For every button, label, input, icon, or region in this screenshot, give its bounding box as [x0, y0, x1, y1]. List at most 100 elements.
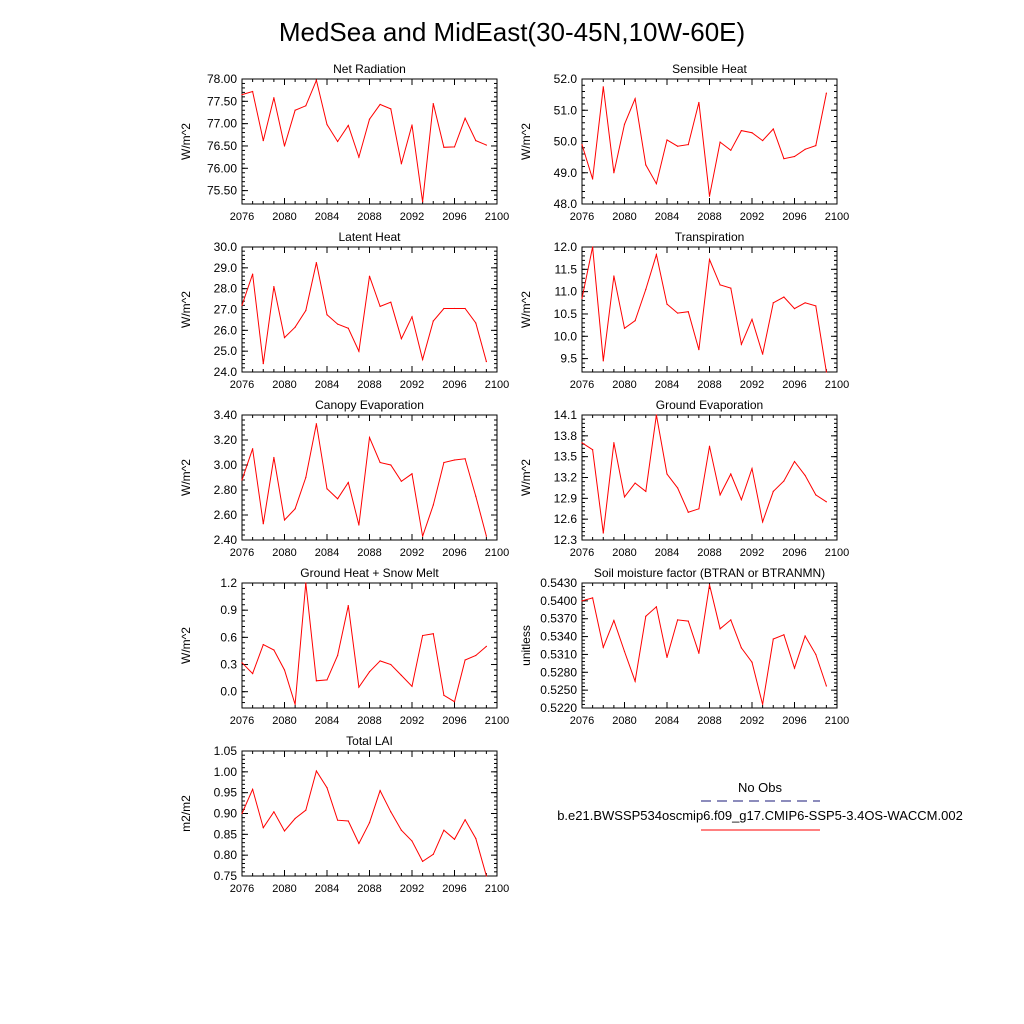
data-point: [485, 144, 487, 146]
data-point: [645, 164, 647, 166]
data-point: [485, 875, 487, 877]
data-point: [432, 320, 434, 322]
data-point: [708, 195, 711, 197]
data-point: [432, 853, 434, 855]
data-point: [347, 820, 349, 822]
data-point: [305, 582, 307, 584]
series-line: [241, 78, 487, 202]
x-tick-label: 2076: [570, 547, 594, 559]
x-tick-label: 2088: [357, 211, 381, 223]
x-tick-label: 2084: [655, 379, 679, 391]
x-tick-label: 2100: [825, 547, 849, 559]
x-tick-label: 2100: [825, 211, 849, 223]
series-line: [241, 423, 487, 537]
data-point: [326, 488, 328, 490]
data-point: [772, 302, 774, 304]
data-point: [273, 97, 275, 99]
x-tick-label: 2100: [485, 715, 509, 727]
data-point: [485, 645, 487, 648]
panel-sensible-heat: 2076 2080 2084 2088 2092 2096 2100 48.0 49.0 50.0…: [519, 62, 849, 223]
data-point: [687, 511, 689, 513]
x-tick-label: 2080: [612, 547, 636, 559]
x-tick-label: 2100: [485, 883, 509, 895]
panel-title: Total LAI: [346, 734, 393, 748]
data-point: [740, 647, 742, 649]
axes: 2076 2080 2084 2088 2092 2096 2100 75.50 76.00 76…: [179, 62, 509, 223]
data-point: [326, 787, 328, 789]
x-tick-label: 2100: [485, 211, 509, 223]
data-point: [326, 314, 328, 316]
data-point: [422, 860, 424, 863]
data-point: [411, 685, 413, 687]
x-tick-label: 2080: [612, 379, 636, 391]
data-point: [379, 103, 381, 106]
data-point: [347, 124, 349, 127]
data-point: [825, 501, 827, 503]
y-tick-label: 12.3: [554, 533, 578, 547]
data-point: [623, 123, 626, 125]
panel-title: Latent Heat: [338, 230, 401, 244]
data-point: [602, 86, 604, 88]
y-tick-label: 77.50: [207, 94, 237, 108]
x-tick-label: 2100: [485, 379, 509, 391]
panel-title: Sensible Heat: [672, 62, 747, 76]
x-tick-label: 2088: [697, 211, 721, 223]
data-point: [443, 694, 445, 696]
data-point: [347, 327, 349, 329]
data-point: [337, 323, 339, 325]
y-tick-label: 75.50: [207, 184, 237, 198]
data-point: [390, 301, 392, 303]
data-point: [485, 535, 487, 537]
data-point: [422, 634, 424, 637]
series-line: [581, 414, 827, 534]
data-point: [783, 480, 785, 482]
y-tick-label: 14.1: [554, 408, 578, 422]
x-tick-label: 2080: [272, 883, 296, 895]
y-tick-label: 0.5220: [540, 701, 577, 715]
data-point: [315, 262, 317, 264]
x-tick-label: 2076: [230, 883, 254, 895]
data-point: [337, 819, 339, 821]
x-tick-label: 2096: [442, 715, 466, 727]
data-point: [592, 449, 594, 451]
data-point: [273, 285, 275, 288]
data-point: [623, 650, 626, 653]
figure-title: MedSea and MidEast(30-45N,10W-60E): [279, 17, 745, 47]
data-point: [347, 605, 349, 607]
y-tick-label: 0.90: [214, 807, 238, 821]
data-point: [262, 363, 264, 365]
x-tick-label: 2088: [357, 883, 381, 895]
data-point: [443, 307, 445, 310]
y-axis-label: W/m^2: [179, 123, 193, 160]
data-point: [252, 90, 254, 93]
x-tick-label: 2096: [442, 547, 466, 559]
y-tick-label: 13.5: [554, 450, 578, 464]
x-tick-label: 2084: [315, 379, 339, 391]
y-tick-label: 76.50: [207, 139, 237, 153]
data-point: [592, 246, 594, 248]
data-point: [241, 479, 243, 481]
data-point: [677, 487, 679, 489]
data-point: [655, 183, 657, 185]
axes: 2076 2080 2084 2088 2092 2096 2100 0.0 0.3 0.6 0.9…: [179, 566, 509, 727]
x-tick-label: 2096: [782, 547, 806, 559]
data-point: [677, 619, 679, 621]
data-point: [390, 811, 392, 813]
data-point: [432, 504, 434, 506]
data-point: [326, 123, 328, 126]
data-point: [815, 144, 817, 147]
x-tick-label: 2096: [782, 211, 806, 223]
panel-soil-moisture-factor-btran-or-btranmn: 2076 2080 2084 2088 2092 2096 2100 0.5220 0.5250…: [519, 566, 849, 727]
data-point: [708, 445, 711, 447]
data-point: [698, 508, 700, 510]
data-point: [655, 606, 657, 608]
data-point: [347, 481, 349, 484]
panel-title: Transpiration: [675, 230, 745, 244]
y-tick-label: 77.00: [207, 117, 237, 131]
data-point: [283, 830, 286, 832]
data-point: [241, 662, 243, 664]
data-point: [411, 840, 413, 842]
data-point: [379, 305, 381, 307]
y-tick-label: 50.0: [554, 135, 578, 149]
x-tick-label: 2084: [655, 547, 679, 559]
